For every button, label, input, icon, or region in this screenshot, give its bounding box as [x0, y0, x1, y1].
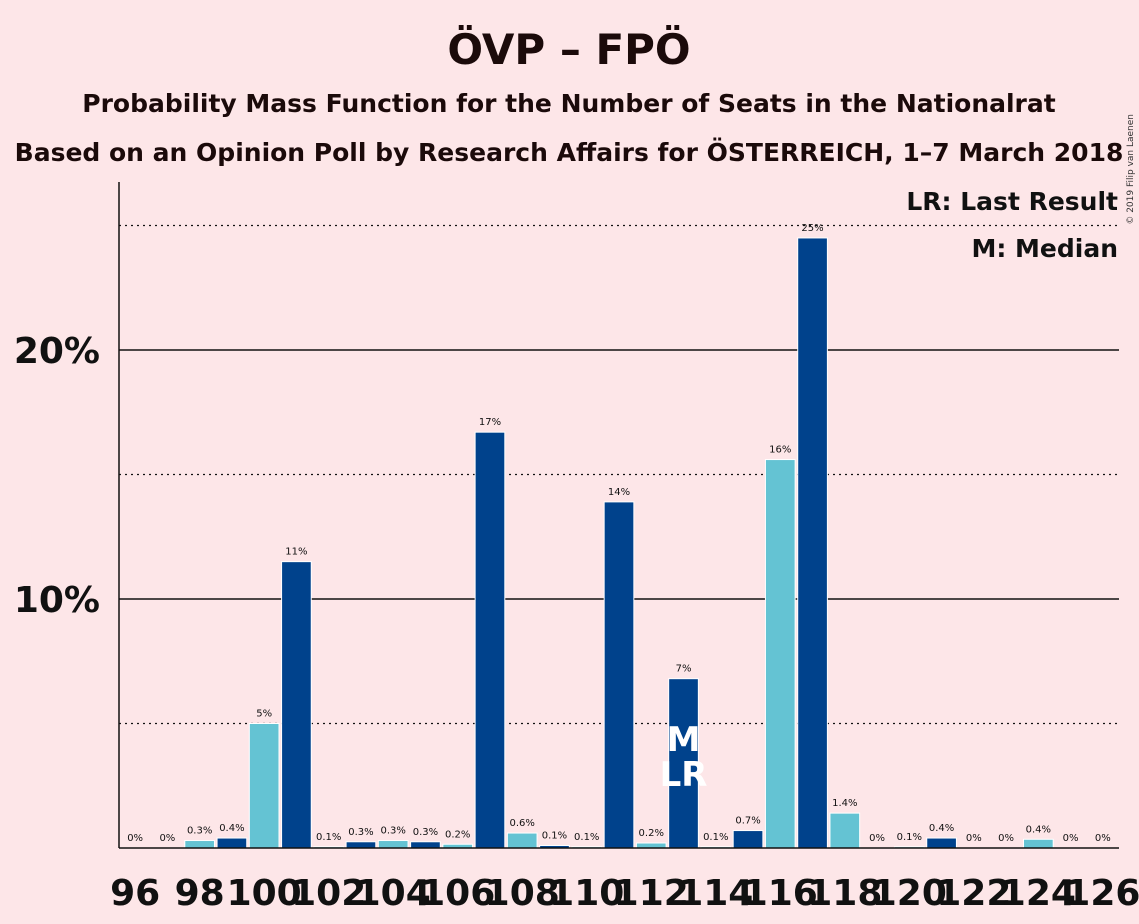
bar-label: 0%: [127, 833, 143, 844]
x-tick-label: 100: [227, 873, 302, 914]
bar-label: 0.6%: [510, 818, 535, 829]
bar-label: 0.1%: [542, 831, 567, 842]
bar: [248, 723, 280, 849]
bar-label: 0.1%: [316, 832, 341, 843]
legend-median: M: Median: [971, 234, 1118, 263]
bar: [1023, 838, 1054, 849]
median-marker: M: [667, 720, 701, 760]
y-tick-label: 20%: [14, 331, 100, 372]
y-axis-ticks: 10% 20%: [14, 331, 100, 621]
bar-label: 0.3%: [187, 826, 212, 837]
bar-label: 7%: [676, 664, 692, 675]
x-tick-label: 102: [291, 873, 366, 914]
x-tick-label: 126: [1065, 873, 1139, 914]
bar: [926, 837, 957, 849]
bar-label: 0.3%: [348, 827, 373, 838]
bar: [410, 841, 441, 849]
bar-label: 0.3%: [413, 827, 438, 838]
bar-label: 0.2%: [639, 828, 664, 839]
bar: [668, 678, 699, 849]
bar-label: 0.4%: [929, 823, 954, 834]
bar: [764, 459, 796, 849]
x-tick-label: 118: [807, 873, 882, 914]
bar-label: 0.1%: [897, 832, 922, 843]
bar-value-labels: 0% 0% 0.3% 0.4% 5% 11% 0.1% 0.3% 0.3% 0.3% 0.2% 17%…: [127, 223, 1111, 844]
bar: [797, 237, 828, 849]
bar-label: 0.1%: [574, 832, 599, 843]
bar: [506, 832, 538, 849]
bars: [184, 237, 1054, 849]
x-tick-label: 110: [549, 873, 624, 914]
bar-label: 0.3%: [380, 826, 405, 837]
bar: [732, 830, 764, 849]
legend-last-result: LR: Last Result: [906, 187, 1118, 216]
bar-label: 0.2%: [445, 829, 470, 840]
x-tick-label: 114: [678, 873, 753, 914]
bar-label: 11%: [285, 547, 307, 558]
bar-label: 1.4%: [832, 798, 857, 809]
x-tick-label: 122: [936, 873, 1011, 914]
x-axis-ticks: 96 98 100102104106108110112114116118120122…: [110, 873, 1139, 914]
chart-subtitle: Probability Mass Function for the Number…: [82, 89, 1055, 118]
bar: [829, 812, 861, 849]
bar-label: 17%: [479, 417, 501, 428]
chart-subtitle-2: Based on an Opinion Poll by Research Aff…: [15, 137, 1124, 167]
bar-label: 0%: [869, 833, 885, 844]
bar-label: 0.7%: [735, 816, 760, 827]
bar-label: 14%: [608, 487, 630, 498]
last-result-marker: LR: [660, 755, 708, 795]
bar-label: 5%: [256, 709, 272, 720]
bar: [281, 561, 312, 849]
bar-label: 0%: [966, 833, 982, 844]
bar: [603, 501, 635, 849]
bar: [345, 841, 377, 849]
bar: [184, 840, 215, 849]
x-tick-label: 96: [110, 873, 160, 914]
bar-label: 0%: [1063, 833, 1079, 844]
y-tick-label: 10%: [14, 580, 100, 621]
x-tick-label: 104: [356, 873, 431, 914]
x-tick-label: 116: [743, 873, 818, 914]
median-last-result-markers: MLR: [660, 720, 708, 795]
bar-label: 25%: [801, 223, 823, 234]
bar-label: 0%: [1095, 833, 1111, 844]
bar-label: 16%: [769, 445, 791, 456]
x-tick-label: 112: [614, 873, 689, 914]
bar-label: 0.4%: [219, 823, 244, 834]
x-tick-label: 98: [175, 873, 225, 914]
x-tick-label: 106: [420, 873, 495, 914]
x-tick-label: 120: [872, 873, 947, 914]
bar-label: 0%: [998, 833, 1014, 844]
bar: [377, 840, 409, 849]
bar-label: 0.4%: [1026, 824, 1051, 835]
bar: [474, 431, 506, 849]
x-tick-label: 108: [485, 873, 560, 914]
bar-label: 0%: [159, 833, 175, 844]
bar-label: 0.1%: [703, 832, 728, 843]
x-tick-label: 124: [1001, 873, 1076, 914]
copyright-note: © 2019 Filip van Laenen: [1126, 114, 1136, 225]
chart-title: ÖVP – FPÖ: [447, 24, 690, 74]
bar: [216, 837, 248, 849]
